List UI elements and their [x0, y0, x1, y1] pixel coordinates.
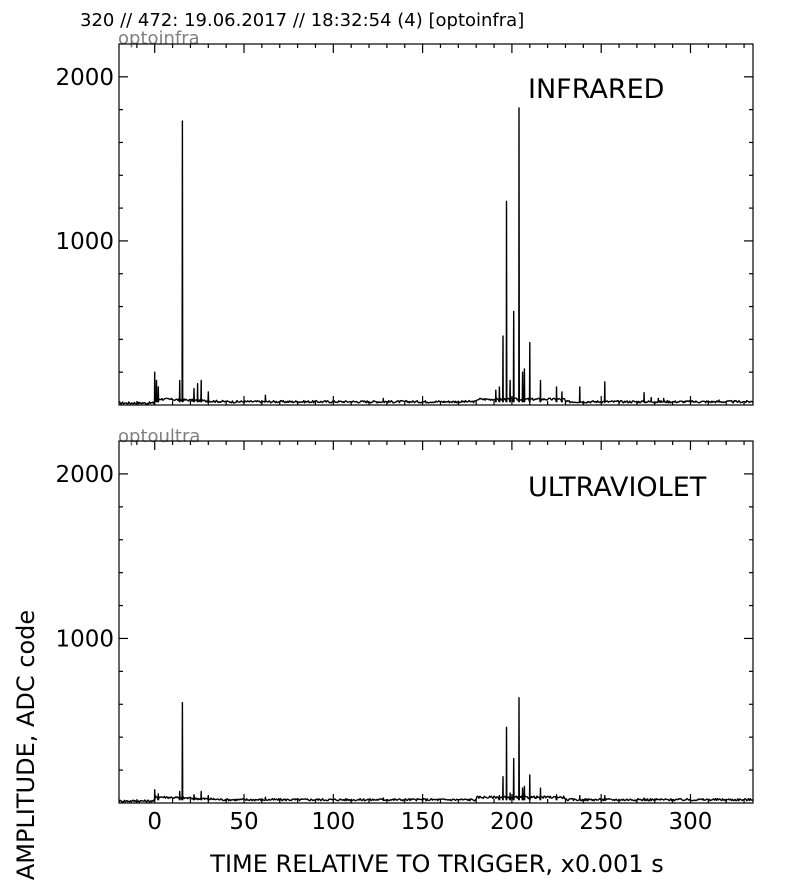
y-tick-label-ultraviolet: 1000 — [55, 626, 114, 652]
x-tick-label: 0 — [147, 809, 162, 835]
x-tick-label: 300 — [669, 809, 713, 835]
y-tick-label-infrared: 2000 — [55, 65, 114, 91]
x-tick-label: 250 — [579, 809, 623, 835]
y-tick-label-infrared: 1000 — [55, 229, 114, 255]
band-label-infrared: INFRARED — [528, 74, 664, 105]
panel-tag-infrared: optoinfra — [118, 28, 200, 49]
panel-tag-ultraviolet: optoultra — [118, 426, 200, 447]
plot-frame-infrared — [118, 43, 754, 406]
x-tick-label: 200 — [490, 809, 534, 835]
trace-ultraviolet — [118, 697, 754, 803]
ticks-infrared: 1000 2000 — [55, 44, 753, 405]
ticks-ultraviolet: 0 50 100 150 200 250 300 1000 2000 — [55, 441, 753, 835]
plot-frame-ultraviolet — [118, 440, 754, 804]
x-axis-label: TIME RELATIVE TO TRIGGER, x0.001 s — [209, 850, 663, 878]
y-axis-label: AMPLITUDE, ADC code — [12, 610, 40, 880]
trace-infrared — [119, 107, 754, 405]
figure-title: 320 // 472: 19.06.2017 // 18:32:54 (4) [… — [80, 10, 524, 31]
panel-infrared: optoinfra 1000 2000 INFRARED — [55, 28, 754, 406]
x-tick-label: 100 — [311, 809, 355, 835]
x-tick-label: 50 — [229, 809, 258, 835]
x-tick-label: 150 — [401, 809, 445, 835]
panel-ultraviolet: optoultra 0 50 100 150 200 250 300 1000 2000 ULT… — [55, 426, 754, 835]
band-label-ultraviolet: ULTRAVIOLET — [528, 472, 707, 503]
y-tick-label-ultraviolet: 2000 — [55, 462, 114, 488]
